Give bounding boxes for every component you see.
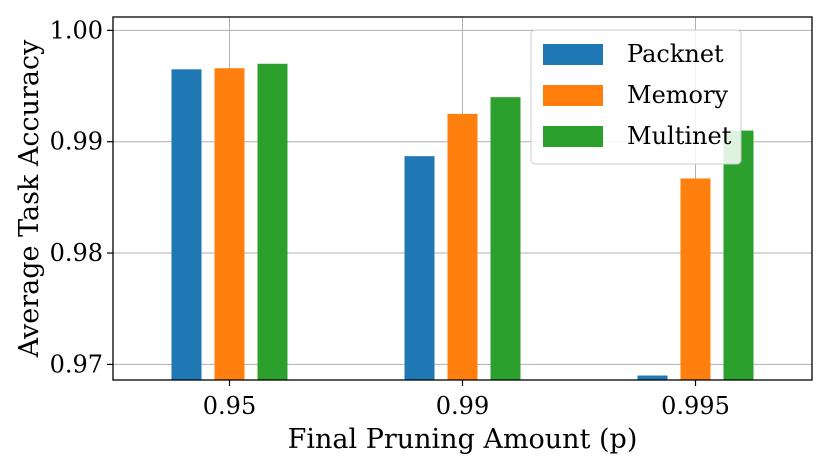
bar-packnet-0.995 (637, 375, 668, 380)
bar-multinet-0.995 (723, 130, 754, 380)
legend-swatch-memory (543, 85, 603, 106)
bar-memory-0.95 (214, 68, 245, 380)
legend-label-packnet: Packnet (627, 40, 724, 68)
legend-swatch-multinet (543, 126, 603, 147)
legend: Packnet Memory Multinet (530, 29, 742, 165)
x-tick-label: 0.995 (661, 392, 730, 420)
x-tick-label: 0.95 (203, 392, 256, 420)
bar-packnet-0.99 (404, 156, 435, 380)
y-tick-label: 0.97 (50, 350, 103, 378)
bar-memory-0.995 (680, 178, 711, 380)
bar-packnet-0.95 (171, 69, 202, 381)
bar-multinet-0.99 (490, 97, 521, 380)
y-axis-label: Average Task Accuracy (14, 39, 45, 359)
axis-ticks: 0.97 0.98 0.99 1.00 0.95 0.99 0.995 (50, 16, 730, 420)
bars (171, 63, 754, 381)
y-tick-label: 0.98 (50, 239, 103, 267)
legend-label-multinet: Multinet (627, 122, 732, 150)
y-tick-label: 0.99 (50, 128, 103, 156)
legend-swatch-packnet (543, 44, 603, 65)
legend-label-memory: Memory (627, 81, 728, 109)
y-tick-label: 1.00 (50, 16, 103, 44)
bar-memory-0.99 (447, 113, 478, 380)
x-tick-label: 0.99 (436, 392, 489, 420)
bar-multinet-0.95 (257, 63, 288, 380)
x-axis-label: Final Pruning Amount (p) (288, 424, 638, 455)
